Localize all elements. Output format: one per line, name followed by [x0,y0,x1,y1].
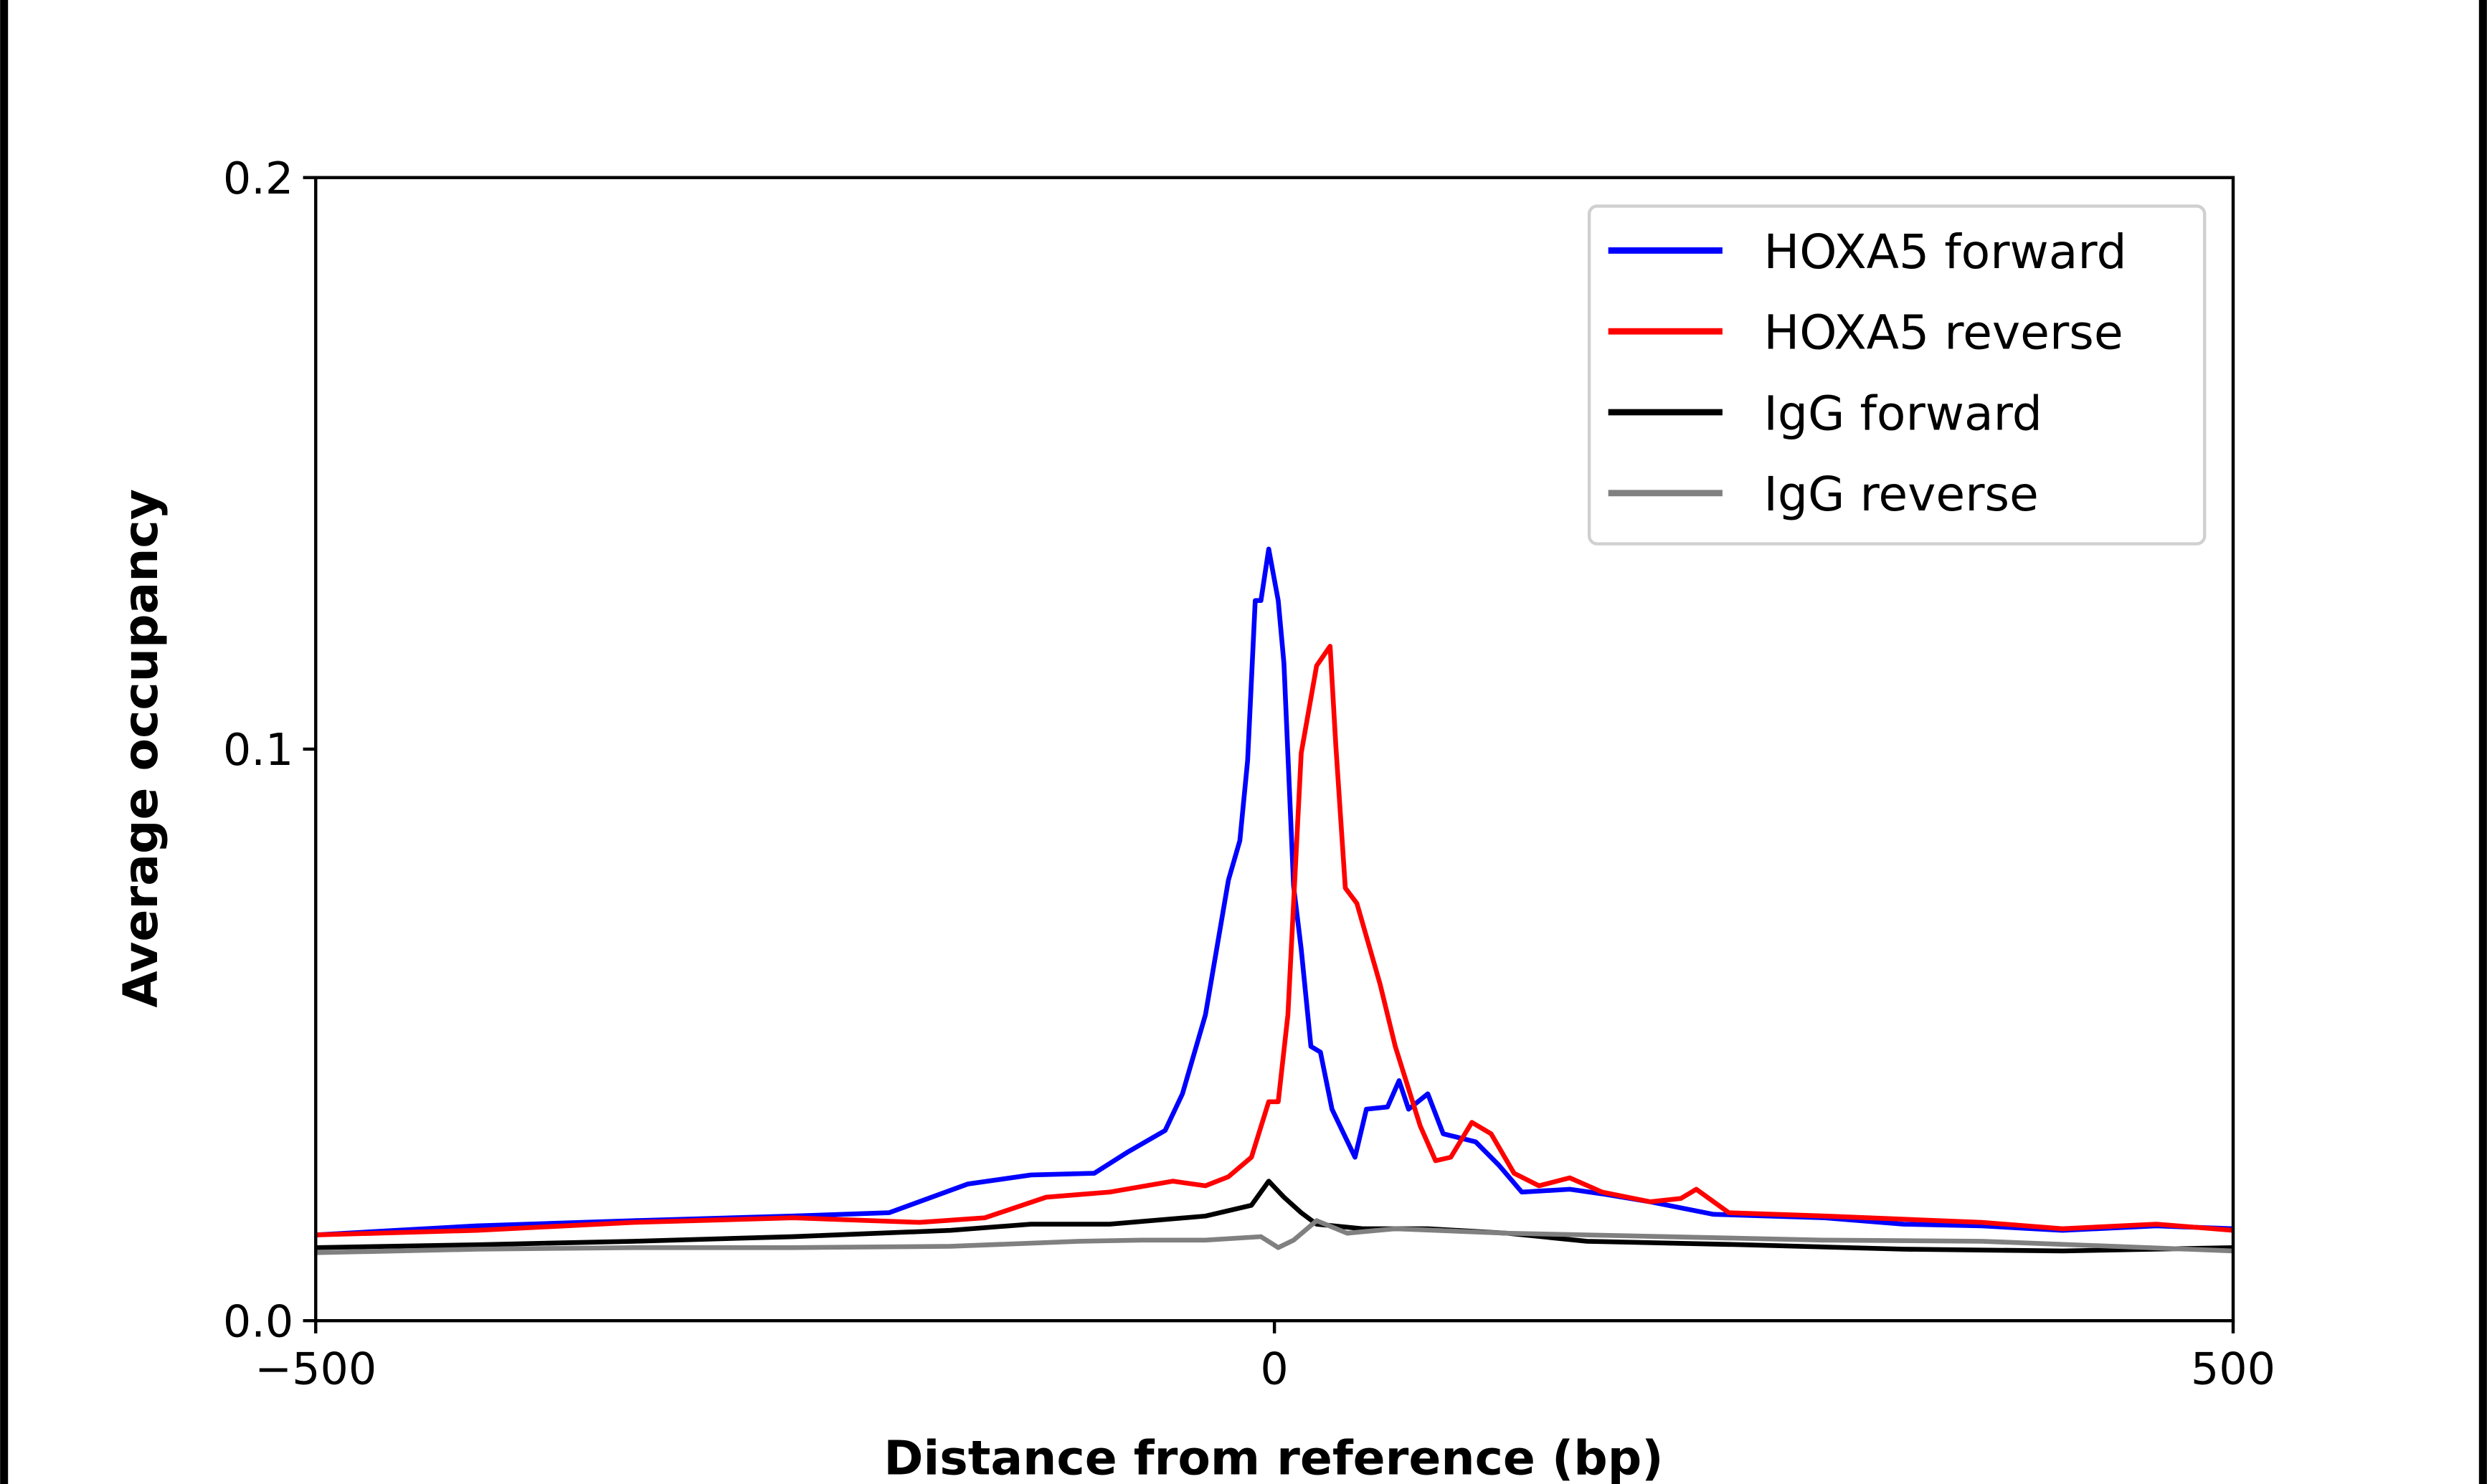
series-line-hoxa5-forward [316,546,2234,1237]
legend-label: IgG forward [1763,385,2042,441]
x-tick-label: 0 [1260,1343,1288,1395]
x-tick-label: −500 [255,1343,376,1395]
y-axis-label: Average occupancy [113,489,169,1008]
y-tick-label: 0.0 [223,1295,293,1347]
series-layer [316,546,2234,1255]
series-line-hoxa5-reverse [316,644,2234,1237]
right-border [2478,0,2487,1484]
y-tick-label: 0.2 [223,153,293,204]
y-tick-label: 0.1 [223,724,293,776]
series-line-igg-forward [316,1179,2234,1254]
ticks-layer: −500 0 500 0.0 0.1 0.2 [223,153,2275,1395]
legend-label: HOXA5 reverse [1763,305,2123,361]
legend-box [1587,204,2207,546]
left-border [0,0,9,1484]
legend-label: IgG reverse [1763,466,2038,522]
x-axis-label: Distance from reference (bp) [884,1430,1663,1484]
legend-label: HOXA5 forward [1763,224,2126,280]
series-line-igg-reverse [316,1218,2234,1255]
x-tick-label: 500 [2191,1343,2275,1395]
legend: HOXA5 forward HOXA5 reverse IgG forward IgG… [1587,204,2207,546]
